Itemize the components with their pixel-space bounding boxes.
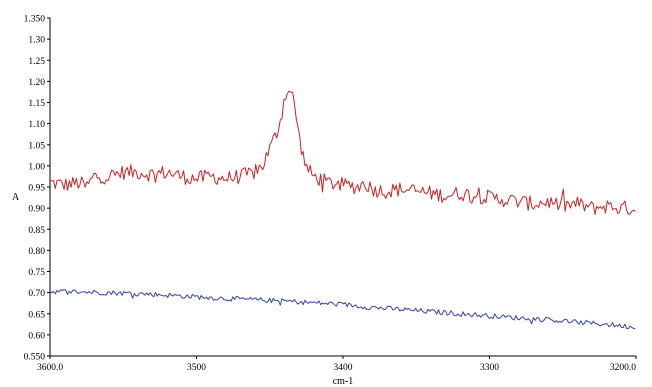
x-axis: 3600.0 3500 3400 3300 3200.0 cm-1 xyxy=(37,355,637,387)
y-tick-label: 0.80 xyxy=(28,247,45,257)
y-tick-label: 0.70 xyxy=(28,289,45,299)
x-tick-label: 3400 xyxy=(334,363,353,373)
y-axis: 0.550 0.60 0.65 0.70 0.75 0.80 0.85 0.90 0.95 1.0… xyxy=(12,15,51,363)
x-tick-label: 3200.0 xyxy=(610,363,636,373)
x-tick-label: 3500 xyxy=(187,363,206,373)
series-layer xyxy=(49,90,636,330)
y-tick-label: 1.20 xyxy=(28,78,45,88)
y-tick-label: 1.00 xyxy=(28,162,45,172)
y-axis-title: A xyxy=(12,192,20,203)
y-tick-label: 0.90 xyxy=(28,205,45,215)
y-tick-label: 1.05 xyxy=(28,141,45,151)
y-tick-label: 0.85 xyxy=(28,226,45,236)
y-tick-label: 0.550 xyxy=(24,353,46,363)
y-tick-label: 1.30 xyxy=(28,36,45,46)
y-tick-label: 0.65 xyxy=(28,310,45,320)
y-tick-label: 0.60 xyxy=(28,331,45,341)
y-tick-label: 1.25 xyxy=(28,57,45,67)
y-tick-label: 1.10 xyxy=(28,120,45,130)
y-ticks: 0.550 0.60 0.65 0.70 0.75 0.80 0.85 0.90 0.95 1.0… xyxy=(24,15,50,363)
x-ticks: 3600.0 3500 3400 3300 3200.0 xyxy=(37,356,637,373)
series-line-2 xyxy=(49,289,636,330)
x-axis-title: cm-1 xyxy=(333,376,354,387)
series-line-1 xyxy=(49,90,636,215)
y-tick-label: 0.95 xyxy=(28,184,45,194)
y-tick-label: 0.75 xyxy=(28,268,45,278)
x-tick-label: 3300 xyxy=(480,363,499,373)
y-tick-label: 1.15 xyxy=(28,99,45,109)
x-tick-label: 3600.0 xyxy=(37,363,63,373)
y-tick-label: 1.350 xyxy=(24,15,46,25)
